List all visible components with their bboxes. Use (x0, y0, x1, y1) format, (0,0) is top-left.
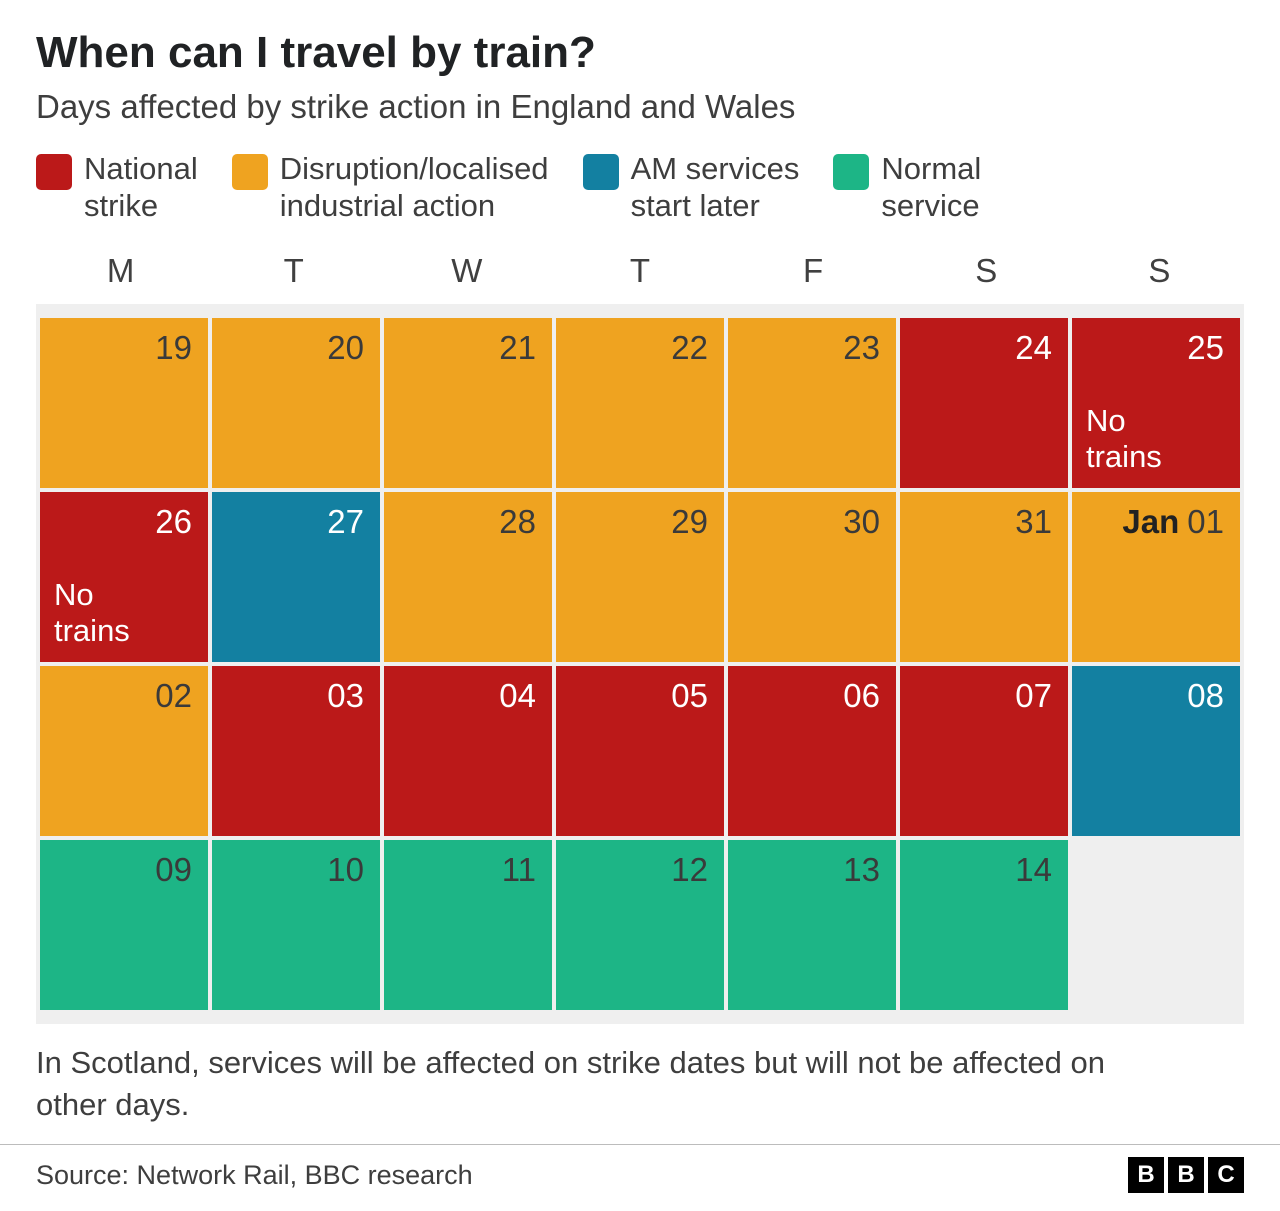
bbc-logo-block: B (1168, 1157, 1204, 1193)
source-text: Source: Network Rail, BBC research (36, 1160, 473, 1191)
chart-subtitle: Days affected by strike action in Englan… (36, 88, 1244, 126)
weekday-label: S (902, 252, 1071, 298)
calendar-cell: 29 (556, 492, 724, 662)
weekday-label: S (1075, 252, 1244, 298)
legend: Nationalstrike Disruption/localisedindust… (36, 150, 1244, 224)
bbc-logo-block: C (1208, 1157, 1244, 1193)
bbc-logo: BBC (1128, 1157, 1244, 1193)
legend-item-normal: Normalservice (833, 150, 981, 224)
day-number: 26 (54, 504, 192, 540)
day-number: 08 (1086, 678, 1224, 714)
legend-label: Disruption/localisedindustrial action (280, 150, 549, 224)
legend-label: Nationalstrike (84, 150, 198, 224)
calendar-cell: 07 (900, 666, 1068, 836)
calendar-cell: 23 (728, 318, 896, 488)
calendar-cell: 09 (40, 840, 208, 1010)
calendar-grid: 19 20 21 22 23 24 25 Notrains 26 Notrains 27 28 29 30… (40, 318, 1240, 1010)
calendar-cell: 03 (212, 666, 380, 836)
calendar-cell: 22 (556, 318, 724, 488)
chart-container: When can I travel by train? Days affecte… (0, 0, 1280, 1211)
day-number: Jan01 (1086, 504, 1224, 540)
calendar-cell: 31 (900, 492, 1068, 662)
day-number: 06 (742, 678, 880, 714)
legend-swatch-disruption (232, 154, 268, 190)
chart-content: When can I travel by train? Days affecte… (0, 0, 1280, 1144)
weekday-label: M (36, 252, 205, 298)
day-number: 02 (54, 678, 192, 714)
calendar-cell: 08 (1072, 666, 1240, 836)
calendar-cell: 20 (212, 318, 380, 488)
legend-item-disruption: Disruption/localisedindustrial action (232, 150, 549, 224)
day-number: 19 (54, 330, 192, 366)
calendar-cell (1072, 840, 1240, 1010)
calendar-cell: 12 (556, 840, 724, 1010)
calendar-cell: 26 Notrains (40, 492, 208, 662)
weekday-label: F (729, 252, 898, 298)
calendar-cell: 11 (384, 840, 552, 1010)
day-number: 31 (914, 504, 1052, 540)
day-number: 23 (742, 330, 880, 366)
cell-annotation: Notrains (54, 577, 194, 648)
footer: Source: Network Rail, BBC research BBC (0, 1144, 1280, 1211)
day-number: 05 (570, 678, 708, 714)
day-number: 04 (398, 678, 536, 714)
calendar-cell: 19 (40, 318, 208, 488)
calendar-cell: 06 (728, 666, 896, 836)
calendar-cell: 02 (40, 666, 208, 836)
day-number: 29 (570, 504, 708, 540)
weekday-header: MTWTFSS (36, 252, 1244, 298)
legend-swatch-strike (36, 154, 72, 190)
footnote: In Scotland, services will be affected o… (36, 1042, 1244, 1126)
day-number: 12 (570, 852, 708, 888)
calendar-cell: 04 (384, 666, 552, 836)
legend-label: AM servicesstart later (631, 150, 800, 224)
day-number: 27 (226, 504, 364, 540)
legend-swatch-am_later (583, 154, 619, 190)
calendar-cell: 27 (212, 492, 380, 662)
legend-label: Normalservice (881, 150, 981, 224)
calendar-cell: 10 (212, 840, 380, 1010)
calendar-cell: 28 (384, 492, 552, 662)
day-number: 09 (54, 852, 192, 888)
calendar-cell: 30 (728, 492, 896, 662)
day-number: 25 (1086, 330, 1224, 366)
day-number: 20 (226, 330, 364, 366)
chart-title: When can I travel by train? (36, 28, 1244, 78)
day-number: 11 (398, 852, 536, 888)
day-number: 21 (398, 330, 536, 366)
day-number: 13 (742, 852, 880, 888)
day-number: 10 (226, 852, 364, 888)
calendar-cell: 25 Notrains (1072, 318, 1240, 488)
day-number: 07 (914, 678, 1052, 714)
legend-item-am_later: AM servicesstart later (583, 150, 800, 224)
day-number: 30 (742, 504, 880, 540)
weekday-label: T (209, 252, 378, 298)
bbc-logo-block: B (1128, 1157, 1164, 1193)
weekday-label: W (382, 252, 551, 298)
calendar-cell: Jan01 (1072, 492, 1240, 662)
legend-swatch-normal (833, 154, 869, 190)
day-number: 28 (398, 504, 536, 540)
calendar-cell: 21 (384, 318, 552, 488)
weekday-label: T (555, 252, 724, 298)
legend-item-strike: Nationalstrike (36, 150, 198, 224)
cell-annotation: Notrains (1086, 403, 1226, 474)
month-prefix: Jan (1122, 503, 1179, 540)
calendar-cell: 05 (556, 666, 724, 836)
day-number: 14 (914, 852, 1052, 888)
day-number: 24 (914, 330, 1052, 366)
day-number: 03 (226, 678, 364, 714)
calendar-cell: 13 (728, 840, 896, 1010)
calendar-cell: 24 (900, 318, 1068, 488)
day-number: 22 (570, 330, 708, 366)
calendar-background: 19 20 21 22 23 24 25 Notrains 26 Notrains 27 28 29 30… (36, 304, 1244, 1024)
calendar-cell: 14 (900, 840, 1068, 1010)
